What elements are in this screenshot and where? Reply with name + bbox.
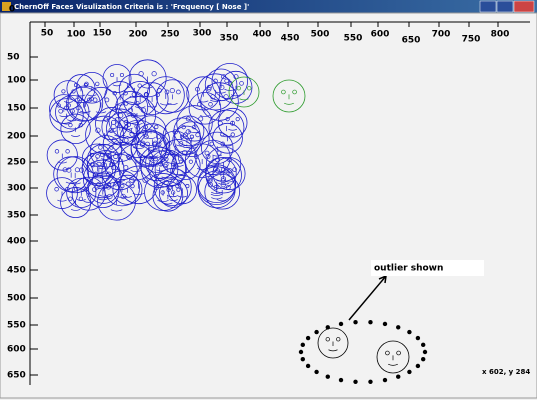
y-tick-label: 200 xyxy=(7,132,26,142)
outlier-dot xyxy=(299,350,303,354)
outlier-dot xyxy=(301,357,305,361)
outlier-dot xyxy=(368,380,372,384)
outlier-dot xyxy=(353,380,357,384)
outlier-dot xyxy=(353,320,357,324)
x-tick-label: 200 xyxy=(129,30,148,40)
page: ChernOff Faces Visulization Criteria is … xyxy=(0,0,537,400)
outlier-dot xyxy=(314,370,318,374)
minimize-button[interactable] xyxy=(480,1,496,12)
x-tick-label: 300 xyxy=(193,29,212,39)
maximize-button[interactable] xyxy=(497,1,513,12)
x-tick-label: 550 xyxy=(344,34,363,44)
outlier-dot xyxy=(383,378,387,382)
x-tick-label: 350 xyxy=(220,34,239,44)
y-tick-label: 650 xyxy=(7,371,26,381)
x-tick-label: 650 xyxy=(402,36,421,46)
y-tick-label: 300 xyxy=(7,184,26,194)
outlier-dot xyxy=(407,370,411,374)
outlier-dot xyxy=(339,378,343,382)
x-tick-label: 250 xyxy=(161,30,180,40)
y-tick-label: 600 xyxy=(7,345,26,355)
canvas xyxy=(0,13,537,398)
x-tick-label: 100 xyxy=(67,30,86,40)
x-tick-label: 400 xyxy=(253,30,272,40)
y-tick-label: 450 xyxy=(7,266,26,276)
x-tick-label: 800 xyxy=(491,30,510,40)
outlier-dot xyxy=(421,343,425,347)
outlier-dot xyxy=(396,325,400,329)
y-tick-label: 350 xyxy=(7,211,26,221)
x-tick-label: 150 xyxy=(93,29,112,39)
outlier-dot xyxy=(326,325,330,329)
outlier-dot xyxy=(314,330,318,334)
outlier-dot xyxy=(416,336,420,340)
outlier-dot xyxy=(407,330,411,334)
x-tick-label: 450 xyxy=(281,34,300,44)
x-tick-label: 500 xyxy=(311,30,330,40)
y-tick-label: 550 xyxy=(7,321,26,331)
annotation: outlier shown xyxy=(374,264,443,274)
origin-label: 0 xyxy=(9,5,15,15)
outlier-dot xyxy=(423,350,427,354)
y-tick-label: 150 xyxy=(7,104,26,114)
outlier-dot xyxy=(368,320,372,324)
x-tick-label: 700 xyxy=(432,30,451,40)
status: x 602, y 284 xyxy=(482,368,530,376)
outlier-dot xyxy=(306,336,310,340)
outlier-dot xyxy=(339,322,343,326)
y-tick-label: 500 xyxy=(7,294,26,304)
outlier-dot xyxy=(326,374,330,378)
window: ChernOff Faces Visulization Criteria is … xyxy=(0,0,537,400)
outlier-dot xyxy=(306,364,310,368)
outlier-dot xyxy=(383,322,387,326)
x-tick-label: 50 xyxy=(41,29,54,39)
outlier-dot xyxy=(421,357,425,361)
outlier-dot xyxy=(301,343,305,347)
close-button[interactable] xyxy=(514,1,534,12)
y-tick-label: 250 xyxy=(7,158,26,168)
y-tick-label: 100 xyxy=(7,76,26,86)
outlier-dot xyxy=(396,374,400,378)
y-tick-label: 400 xyxy=(7,237,26,247)
outlier-dot xyxy=(416,364,420,368)
y-tick-label: 50 xyxy=(7,53,20,63)
window-title: ChernOff Faces Visulization Criteria is … xyxy=(14,3,249,11)
x-tick-label: 750 xyxy=(462,35,481,45)
x-tick-label: 600 xyxy=(371,30,390,40)
